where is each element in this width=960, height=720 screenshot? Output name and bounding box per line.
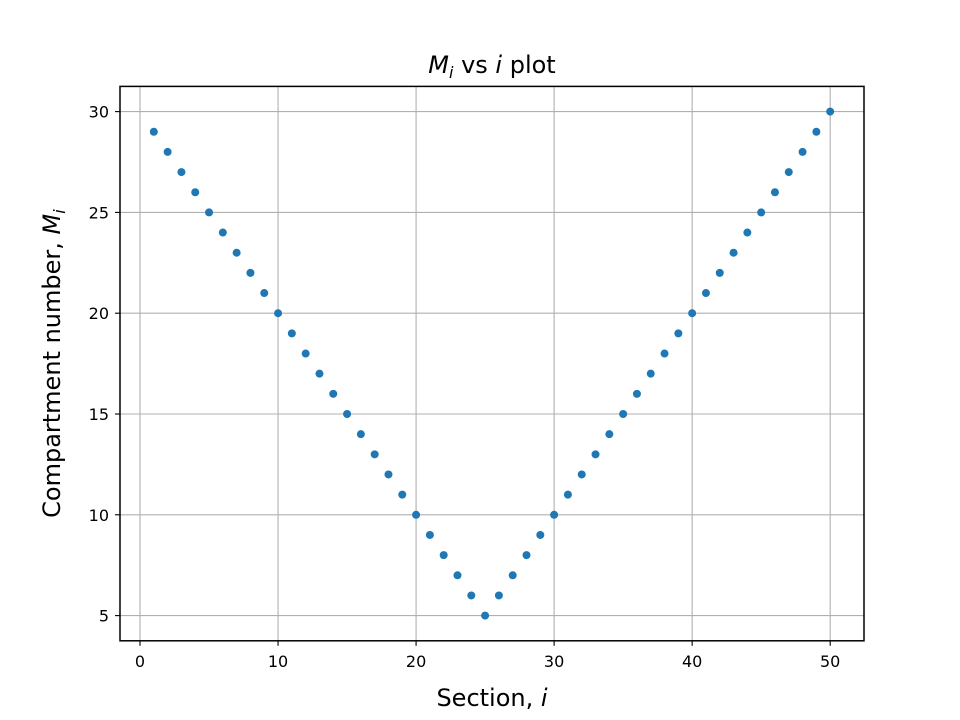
data-point [425,530,434,539]
y-axis-ticks: 5 10 15 20 25 30 [89,103,120,626]
data-point [508,571,517,580]
x-tick-label: 40 [682,652,702,671]
chart-title: Mi vs i plot [428,51,555,82]
data-point [494,591,503,600]
data-point [453,571,462,580]
data-point [619,410,628,418]
data-point [232,248,241,257]
data-point [412,510,421,519]
data-point [577,470,586,479]
data-point [149,127,158,136]
data-point [522,551,531,560]
x-tick-label: 50 [820,652,840,671]
data-point [605,430,614,439]
data-point [591,450,600,459]
data-point [384,470,393,479]
data-point [646,369,655,378]
data-point [826,107,835,116]
data-point [246,268,255,277]
data-point [563,490,572,499]
data-point [260,289,269,298]
y-tick-label: 25 [89,203,109,222]
data-point [757,208,766,217]
data-point [301,349,310,358]
data-point [798,147,807,156]
data-point [205,208,214,217]
y-tick-label: 5 [99,607,109,626]
data-point [715,268,724,277]
x-axis-label: Section, i [436,684,547,712]
data-point [191,188,200,197]
data-point [370,450,379,459]
data-point [784,168,793,177]
data-point [163,147,172,156]
data-point [329,389,338,398]
data-point [315,369,324,378]
y-tick-label: 15 [89,405,109,424]
data-point [674,329,683,338]
data-point [356,430,365,439]
data-point [481,611,490,620]
data-point [343,410,352,418]
data-point [812,127,821,136]
y-tick-label: 30 [89,103,109,122]
data-point [770,188,779,197]
x-tick-label: 20 [406,652,426,671]
axes-frame [119,85,865,642]
data-point [632,389,641,398]
x-axis-ticks: 0 10 20 30 40 50 [135,640,840,671]
data-point [688,309,697,318]
data-point [660,349,669,358]
data-point [701,289,710,298]
data-point [467,591,476,600]
data-point [439,551,448,560]
data-point [743,228,752,237]
x-tick-label: 10 [268,652,288,671]
data-point [550,510,559,519]
data-point [287,329,296,338]
data-point [398,490,407,499]
data-point [729,248,738,257]
data-point [536,530,545,539]
data-point [177,168,186,177]
y-tick-label: 20 [89,304,109,323]
y-axis-label: Compartment number, Mi [38,209,69,518]
data-point [274,309,283,318]
x-tick-label: 30 [544,652,564,671]
points-layer [149,107,835,620]
y-tick-label: 10 [89,506,109,525]
grid-layer [120,86,864,641]
x-tick-label: 0 [135,652,145,671]
data-point [218,228,227,237]
